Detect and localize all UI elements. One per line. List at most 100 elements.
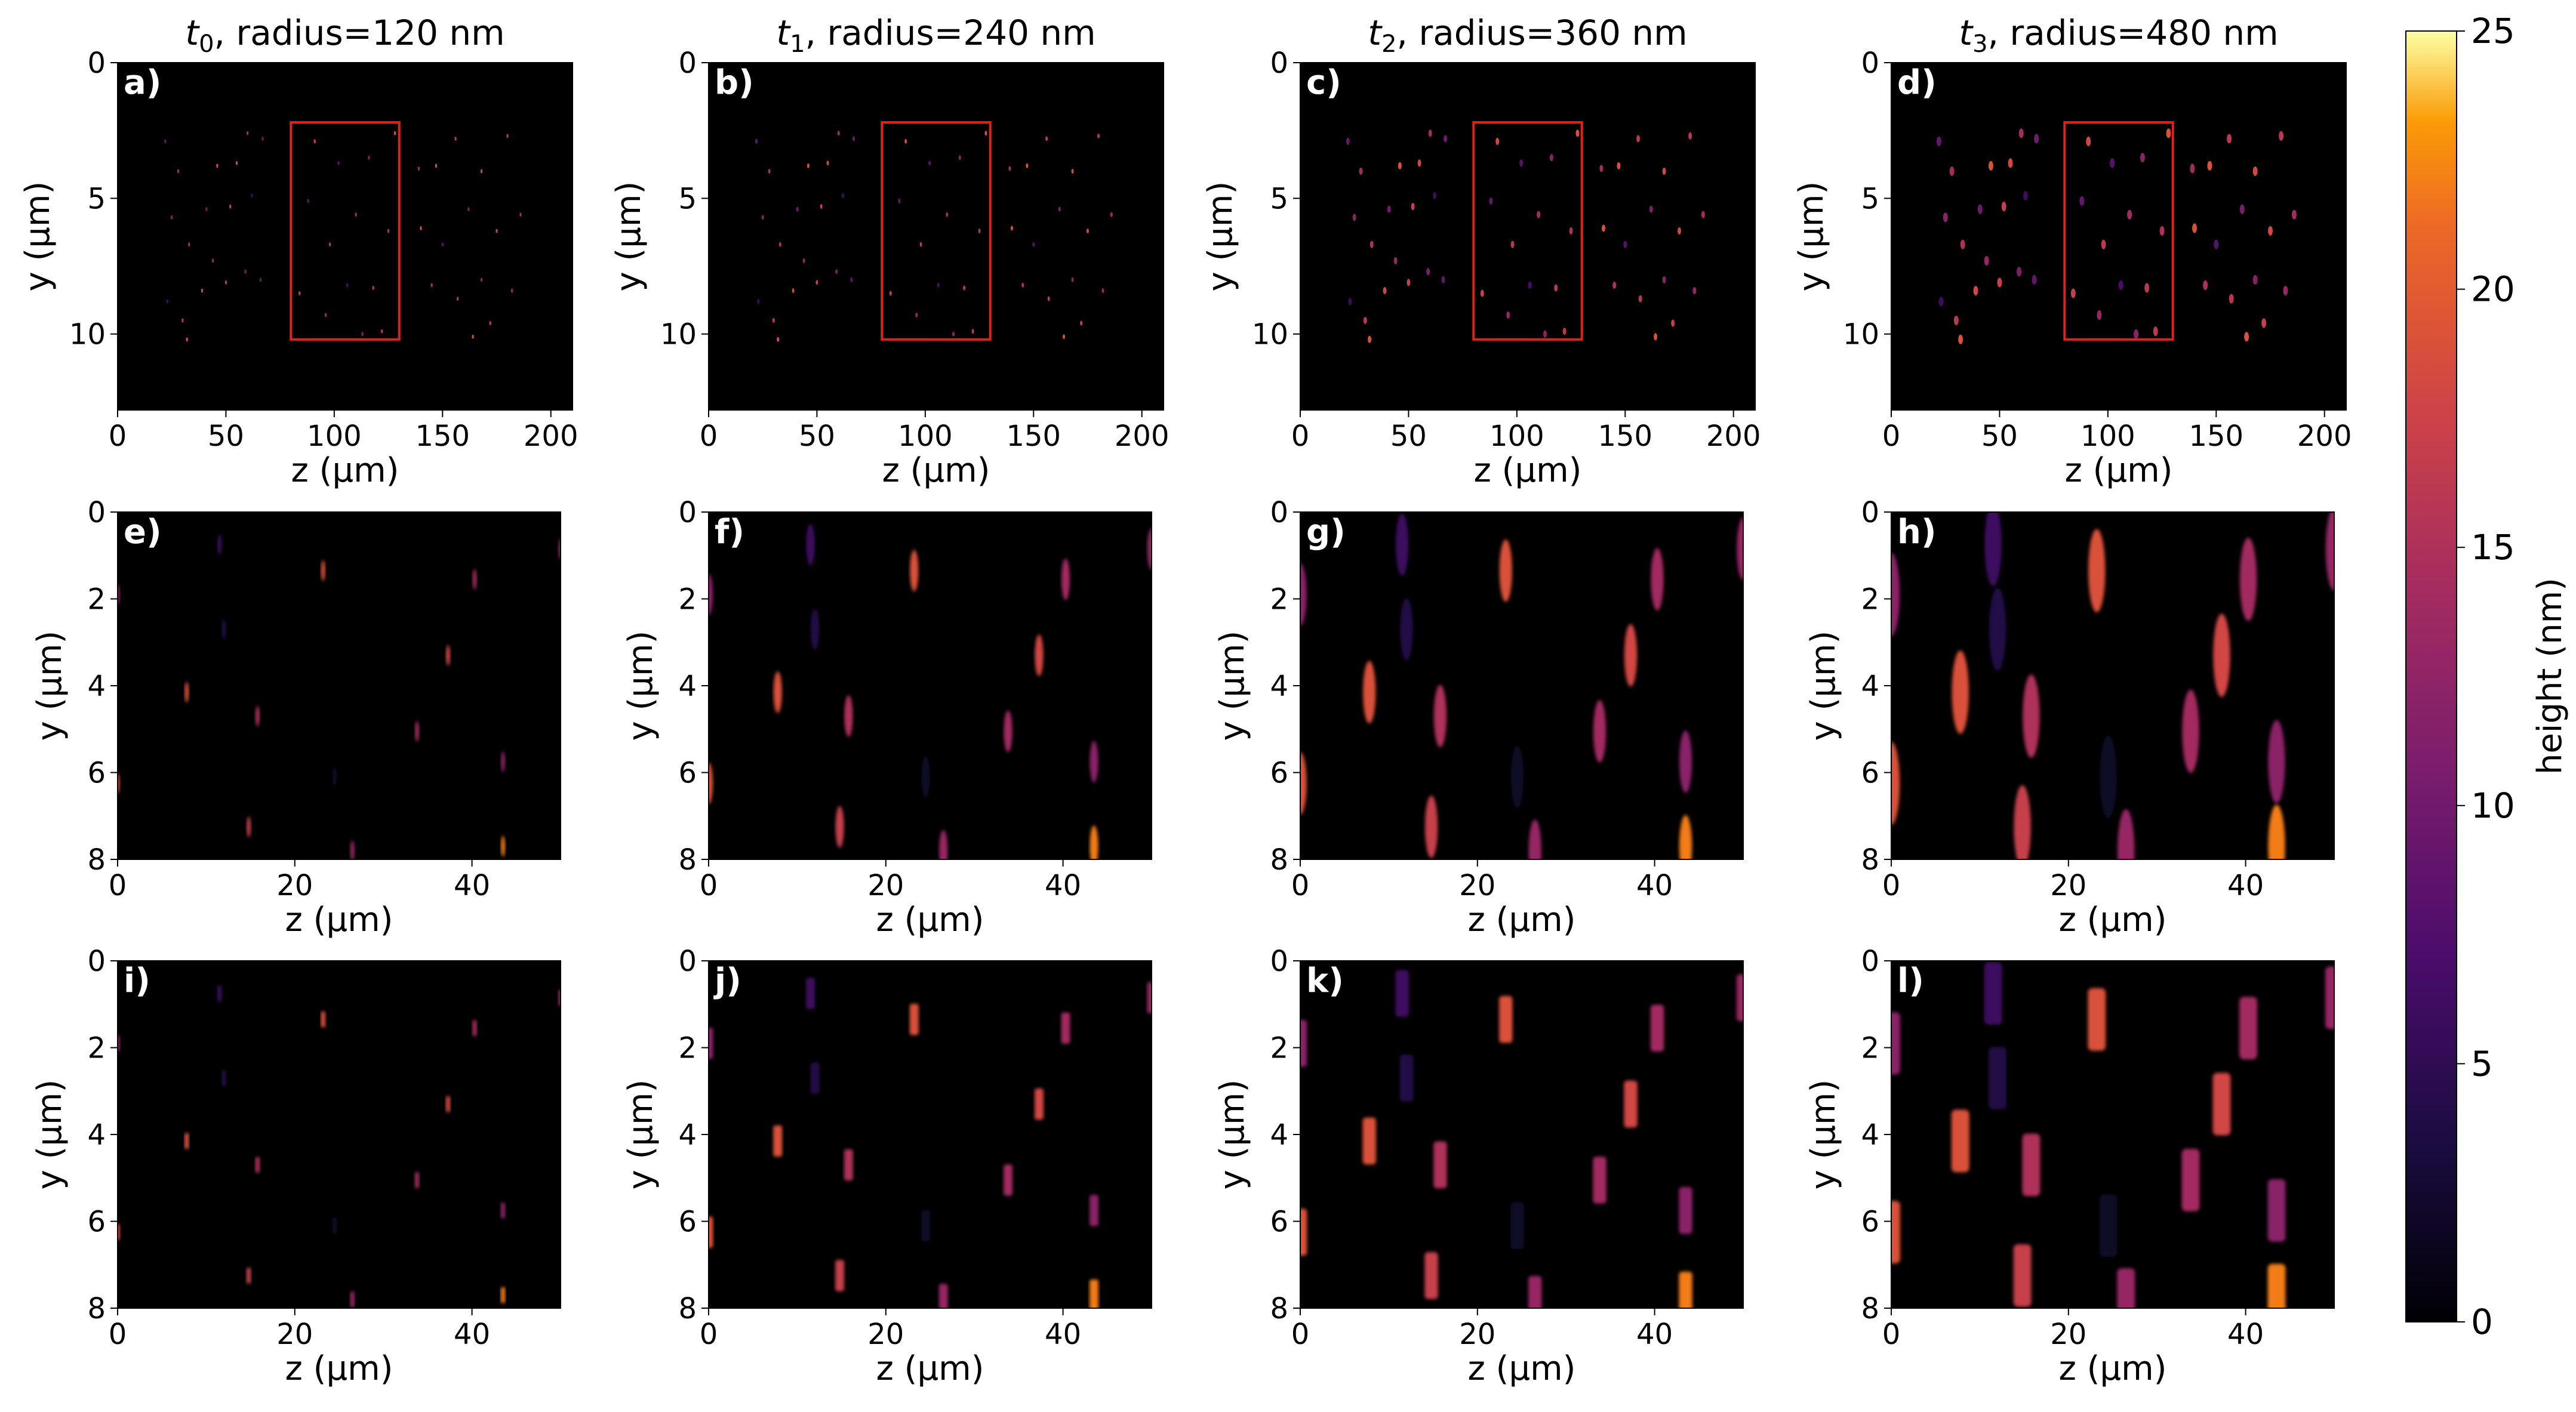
panel-label: j) [713,961,741,1000]
x-tick-label: 20 [276,869,313,902]
particle [1300,563,1307,626]
particle [2018,128,2024,138]
particle [2203,280,2208,290]
particle [472,569,477,590]
particle [166,300,168,304]
axes-frame [708,62,1164,411]
x-tick-label: 150 [415,420,470,453]
x-tick-label: 200 [524,420,578,453]
particle [221,1070,226,1086]
particle [1701,211,1705,218]
particle [164,139,167,143]
particle [773,1125,783,1157]
particle [806,978,815,1009]
x-axis-label: z (μm) [2058,1349,2166,1388]
heatmap-background [1891,63,2346,410]
x-axis-label: z (μm) [882,451,990,490]
particle [1737,517,1743,581]
particle [1110,212,1113,217]
particle [2134,329,2139,339]
y-tick-label: 8 [678,1292,697,1325]
particle [2239,204,2245,214]
particle [757,299,760,304]
y-tick-label: 4 [87,670,106,703]
panel-k: k) 0 20 40 0 2 4 6 8 z (μm) y (μm) [1213,945,1744,1388]
particle [1662,167,1666,175]
particle [1562,328,1566,335]
particle [224,280,227,285]
particle [1426,268,1430,276]
x-tick-label: 40 [454,869,490,902]
particle [952,331,955,337]
particle [519,212,522,217]
particle [835,806,844,848]
x-tick-label: 0 [109,869,127,902]
y-axis-label: y (μm) [1804,631,1843,741]
y-tick-label: 8 [87,843,106,877]
particle [844,695,853,737]
particle [177,169,180,173]
particle [1097,133,1100,138]
colorbar-tick-label: 5 [2471,1043,2493,1084]
particle [844,1149,853,1181]
highlight-box [881,121,992,341]
x-axis-label: z (μm) [2064,451,2172,490]
particle [1058,206,1061,212]
particle [2267,1179,2286,1242]
y-tick-label: 2 [1861,1032,1879,1065]
particle [1026,163,1029,168]
particle [1650,1004,1664,1052]
particle [415,720,420,742]
particle [915,312,918,317]
particle [1400,598,1413,661]
particle [1593,700,1606,763]
particle [1480,289,1484,297]
particle [430,283,433,287]
particle [2252,166,2258,176]
particle [1602,224,1605,232]
panel-label: f) [715,513,744,551]
particle [346,283,349,287]
particle [184,682,189,703]
particle [355,212,357,217]
panel-label: g) [1306,513,1346,551]
particle [1977,204,1983,214]
particle [2001,202,2006,211]
x-tick-label: 100 [898,420,953,453]
particle [1368,335,1372,343]
particle [489,321,491,325]
panel-h: h) 0 20 40 0 2 4 6 8 z (μm) y (μm) [1804,496,2335,939]
particle [1004,1164,1013,1196]
panel-f: f) 0 20 40 0 2 4 6 8 z (μm) y (μm) [621,496,1152,939]
particle [259,278,261,282]
particle [1061,558,1070,600]
particle [417,167,420,171]
axes-frame [117,62,573,411]
particle [1989,587,2006,671]
x-tick-label: 0 [700,420,718,453]
particle [1424,1252,1438,1299]
particle [792,288,795,293]
particle [184,1133,189,1149]
particle [1679,1271,1692,1308]
x-tick-label: 40 [2227,869,2264,902]
particle [2008,158,2013,168]
particle [2023,674,2040,758]
x-tick-label: 40 [1636,1318,1673,1351]
x-axis-label: z (μm) [285,1349,393,1388]
y-tick-label: 10 [69,318,106,352]
y-tick-label: 10 [660,318,697,352]
x-tick-label: 0 [1882,420,1901,453]
particle [1395,513,1409,576]
particle [709,1216,713,1248]
particle [778,242,781,247]
y-tick-label: 4 [1270,1118,1288,1152]
particle [2325,966,2334,1029]
colorbar-gradient [2405,30,2457,1322]
particle [1417,159,1421,167]
y-tick-label: 0 [1861,496,1879,529]
y-tick-label: 6 [1270,1206,1288,1239]
particle [810,1062,820,1094]
y-tick-label: 6 [1270,757,1288,790]
